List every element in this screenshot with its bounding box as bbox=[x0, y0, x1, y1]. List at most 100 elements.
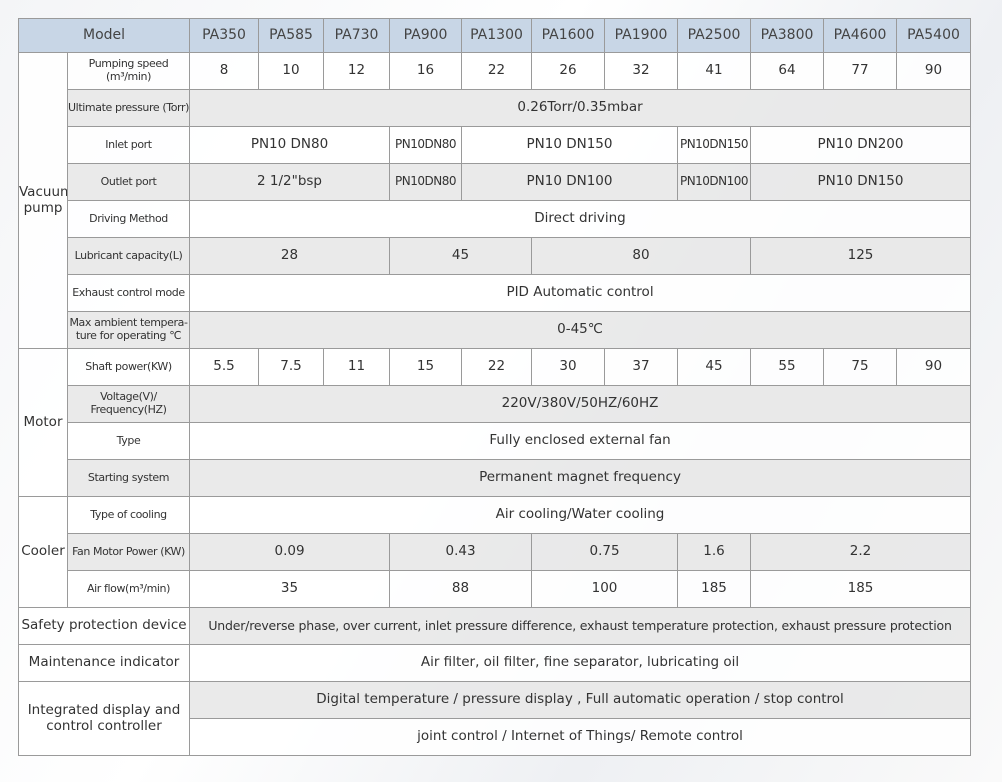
value-cell: 100 bbox=[531, 570, 679, 608]
header-row: Model PA350 PA585 PA730 PA900 PA1300 PA1600 PA1… bbox=[17, 18, 972, 53]
value-cell: 7.5 bbox=[258, 348, 325, 386]
parameter-label: Lubricant capacity(L) bbox=[66, 237, 191, 275]
table-row: Air flow(m³/min) 35 88 100 185 185 bbox=[19, 570, 972, 608]
value-cell: PN10 DN150 bbox=[461, 126, 679, 164]
value-cell: Permanent magnet frequency bbox=[189, 459, 972, 497]
value-cell: PN10DN80 bbox=[389, 163, 463, 201]
model-name: PA3800 bbox=[750, 18, 825, 53]
value-cell: 88 bbox=[389, 570, 533, 608]
value-cell: Direct driving bbox=[189, 200, 972, 238]
value-cell: 26 bbox=[531, 52, 606, 90]
value-cell: 15 bbox=[389, 348, 463, 386]
group-label: Vacuum pump bbox=[18, 52, 68, 349]
table-row: Exhaust control mode PID Automatic contro… bbox=[19, 274, 972, 312]
table-row: Safety protection device Under/reverse ph… bbox=[17, 607, 972, 645]
table-row: Integrated display and control controlle… bbox=[17, 681, 972, 756]
value-cell: 45 bbox=[389, 237, 533, 275]
value-cell: PN10 DN80 bbox=[189, 126, 391, 164]
parameter-label: Type bbox=[66, 422, 191, 460]
value-cell: 5.5 bbox=[189, 348, 260, 386]
parameter-label: Starting system bbox=[66, 459, 191, 497]
table-row: Type Fully enclosed external fan bbox=[19, 422, 972, 460]
parameter-label: Exhaust control mode bbox=[66, 274, 191, 312]
value-cell: 35 bbox=[189, 570, 391, 608]
value-cell: 22 bbox=[461, 348, 533, 386]
footer-label: Integrated display and control controlle… bbox=[17, 681, 191, 756]
parameter-label: Voltage(V)/ Frequency(HZ) bbox=[66, 385, 191, 423]
model-name: PA350 bbox=[189, 18, 260, 53]
table-row: Ultimate pressure (Torr) 0.26Torr/0.35mba… bbox=[19, 89, 972, 127]
value-cell: PN10 DN150 bbox=[750, 163, 972, 201]
parameter-label: Pumping speed (m³/min) bbox=[66, 52, 191, 90]
table-row: Voltage(V)/ Frequency(HZ) 220V/380V/50HZ/… bbox=[19, 385, 972, 423]
value-cell: Air cooling/Water cooling bbox=[189, 496, 972, 534]
value-cell: 55 bbox=[750, 348, 825, 386]
value-cell: 8 bbox=[189, 52, 260, 90]
value-cell: 185 bbox=[677, 570, 752, 608]
parameter-label: Driving Method bbox=[66, 200, 191, 238]
parameter-label: Type of cooling bbox=[66, 496, 191, 534]
value-cell: 2.2 bbox=[750, 533, 972, 571]
table-row: Inlet port PN10 DN80 PN10DN80 PN10 DN150 PN1… bbox=[19, 126, 972, 164]
model-name: PA585 bbox=[258, 18, 325, 53]
value-cell: Fully enclosed external fan bbox=[189, 422, 972, 460]
value-cell: 37 bbox=[604, 348, 679, 386]
value-cell: 16 bbox=[389, 52, 463, 90]
table-row: Cooler Type of cooling Air cooling/Water c… bbox=[18, 496, 972, 608]
value-cell: PN10DN150 bbox=[677, 126, 752, 164]
model-name: PA1600 bbox=[531, 18, 606, 53]
value-cell: 125 bbox=[750, 237, 972, 275]
value-cell: PID Automatic control bbox=[189, 274, 972, 312]
value-cell: PN10DN80 bbox=[389, 126, 463, 164]
parameter-label: Fan Motor Power (KW) bbox=[66, 533, 191, 571]
value-cell: 64 bbox=[750, 52, 825, 90]
value-cell: 30 bbox=[531, 348, 606, 386]
value-cell: 0.43 bbox=[389, 533, 533, 571]
value-cell: 0.09 bbox=[189, 533, 391, 571]
group-label: Motor bbox=[18, 348, 68, 497]
value-cell: 80 bbox=[531, 237, 752, 275]
table-row: Fan Motor Power (KW) 0.09 0.43 0.75 1.6 2.2 bbox=[19, 533, 972, 571]
parameter-label: Max ambient tempera-ture for operating ℃ bbox=[66, 311, 191, 349]
model-name: PA4600 bbox=[823, 18, 898, 53]
value-cell: 32 bbox=[604, 52, 679, 90]
value-cell: 220V/380V/50HZ/60HZ bbox=[189, 385, 972, 423]
value-cell: 75 bbox=[823, 348, 898, 386]
value-cell: 12 bbox=[323, 52, 391, 90]
value-cell: 77 bbox=[823, 52, 898, 90]
value-cell: 11 bbox=[323, 348, 391, 386]
value-cell: 22 bbox=[461, 52, 533, 90]
value-cell: 90 bbox=[896, 348, 972, 386]
value-cell: 10 bbox=[258, 52, 325, 90]
footer-value: Under/reverse phase, over current, inlet… bbox=[189, 607, 972, 645]
table-row: Outlet port 2 1/2"bsp PN10DN80 PN10 DN100 PN… bbox=[19, 163, 972, 201]
spec-table: Model PA350 PA585 PA730 PA900 PA1300 PA1600 PA1… bbox=[17, 18, 972, 756]
value-cell: 0.26Torr/0.35mbar bbox=[189, 89, 972, 127]
parameter-label: Inlet port bbox=[66, 126, 191, 164]
value-cell: 2 1/2"bsp bbox=[189, 163, 391, 201]
value-cell: 45 bbox=[677, 348, 752, 386]
footer-value: joint control / Internet of Things/ Remo… bbox=[189, 718, 972, 756]
parameter-label: Outlet port bbox=[66, 163, 191, 201]
parameter-label: Shaft power(KW) bbox=[66, 348, 191, 386]
table-row: joint control / Internet of Things/ Remo… bbox=[19, 718, 972, 756]
model-name: PA5400 bbox=[896, 18, 972, 53]
footer-value: Digital temperature / pressure display ,… bbox=[189, 681, 972, 719]
model-name: PA900 bbox=[389, 18, 463, 53]
model-header: Model bbox=[17, 18, 191, 53]
table-row: Starting system Permanent magnet frequenc… bbox=[19, 459, 972, 497]
table-row: Maintenance indicator Air filter, oil fil… bbox=[17, 644, 972, 682]
table-row: Max ambient tempera-ture for operating ℃… bbox=[19, 311, 972, 349]
model-name: PA730 bbox=[323, 18, 391, 53]
model-name: PA1900 bbox=[604, 18, 679, 53]
model-name: PA1300 bbox=[461, 18, 533, 53]
value-cell: 90 bbox=[896, 52, 972, 90]
table-row: Motor Shaft power(KW) 5.5 7.5 11 15 22 30 37 45 55… bbox=[18, 348, 972, 497]
parameter-label: Air flow(m³/min) bbox=[66, 570, 191, 608]
value-cell: 185 bbox=[750, 570, 972, 608]
value-cell: 28 bbox=[189, 237, 391, 275]
model-name: PA2500 bbox=[677, 18, 752, 53]
table-row: Lubricant capacity(L) 28 45 80 125 bbox=[19, 237, 972, 275]
footer-label: Safety protection device bbox=[17, 607, 191, 645]
